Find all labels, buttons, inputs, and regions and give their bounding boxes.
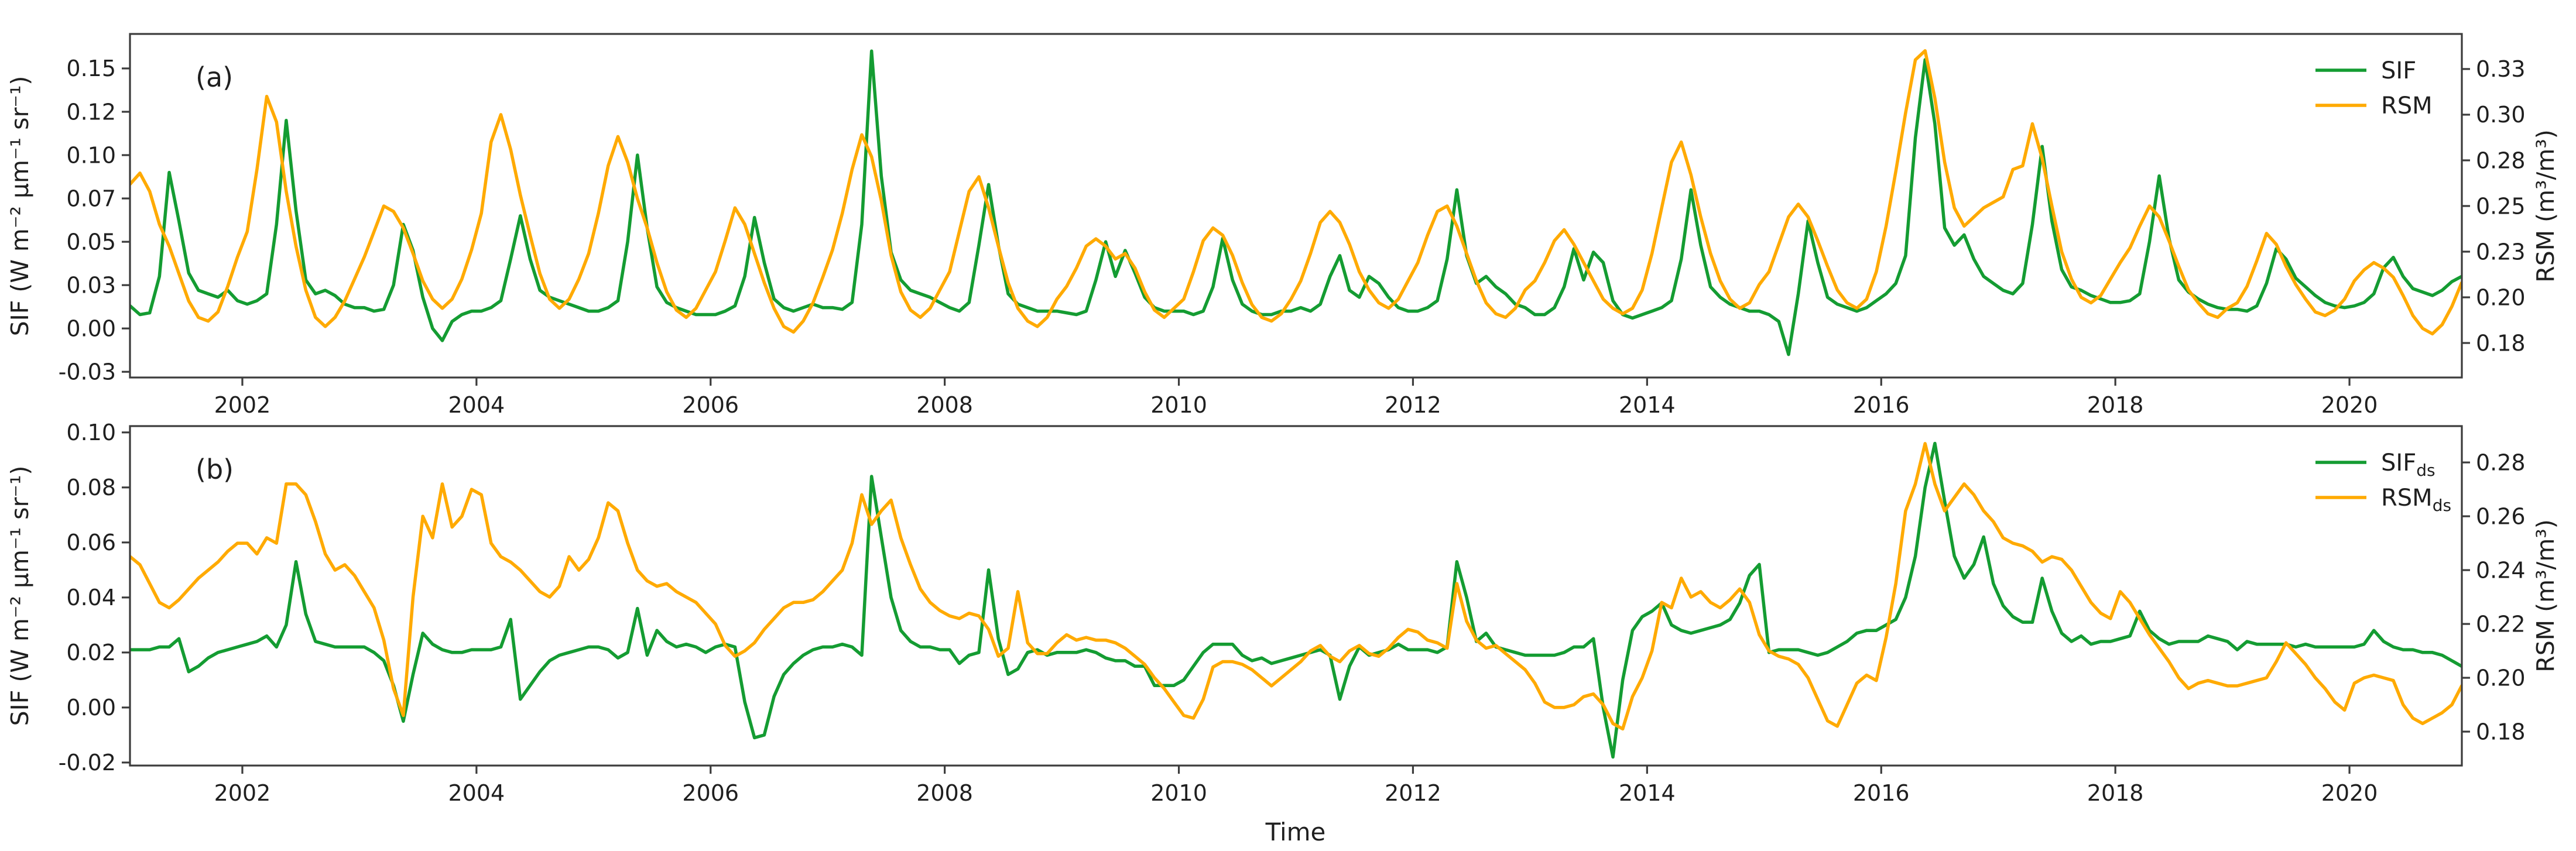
panel-a: 0.15 0.12 0.10 0.07 0.05 0.03 0.00 -0.03 0.33 0.3… [59, 33, 2526, 418]
x-tick-label: 2006 [682, 780, 739, 806]
legend-label-rsm: RSMds [2381, 485, 2451, 515]
left-tick-label: 0.00 [66, 695, 116, 720]
panel-b: 0.10 0.08 0.06 0.04 0.02 0.00 -0.02 0.28 0.26 0.2… [59, 420, 2526, 806]
x-tick-label: 2006 [682, 392, 739, 418]
right-tick-label: 0.26 [2476, 503, 2526, 529]
legend-label-sif: SIF [2381, 57, 2416, 84]
right-tick-label: 0.33 [2476, 56, 2526, 82]
series-line-rsm [130, 49, 2462, 336]
left-tick-label: 0.10 [66, 142, 116, 168]
x-tick-label: 2012 [1385, 780, 1441, 806]
panel-frame [129, 425, 2463, 767]
left-tick-label: -0.02 [59, 750, 116, 775]
x-tick-label: 2010 [1150, 392, 1207, 418]
panel-b-right-axis-title: RSM (m³/m³) [2532, 519, 2560, 672]
left-tick-label: 0.07 [66, 186, 116, 211]
x-tick-label: 2018 [2087, 392, 2144, 418]
left-tick-label: -0.03 [59, 359, 116, 385]
series-line-sif [130, 49, 2462, 356]
right-tick-label: 0.18 [2476, 330, 2526, 356]
left-tick-label: 0.08 [66, 475, 116, 500]
right-tick-label: 0.20 [2476, 284, 2526, 310]
x-axis-title: Time [1265, 818, 1326, 846]
x-tick-label: 2008 [916, 780, 973, 806]
panel-frame [129, 33, 2463, 379]
left-tick-label: 0.10 [66, 420, 116, 445]
right-tick-label: 0.23 [2476, 239, 2526, 265]
x-tick-label: 2018 [2087, 780, 2144, 806]
x-tick-label: 2008 [916, 392, 973, 418]
series-line-sif_ds [130, 441, 2462, 759]
right-tick-label: 0.25 [2476, 193, 2526, 219]
x-tick-label: 2012 [1385, 392, 1441, 418]
left-tick-label: 0.06 [66, 530, 116, 555]
left-tick-label: 0.15 [66, 56, 116, 81]
series-line-rsm_ds [130, 442, 2462, 731]
left-tick-label: 0.02 [66, 640, 116, 665]
x-tick-label: 2020 [2321, 392, 2378, 418]
left-tick-label: 0.05 [66, 229, 116, 255]
left-tick-label: 0.04 [66, 585, 116, 610]
x-tick-label: 2002 [214, 780, 271, 806]
right-tick-label: 0.30 [2476, 102, 2526, 128]
x-tick-label: 2014 [1619, 780, 1676, 806]
x-tick-label: 2004 [448, 780, 505, 806]
x-tick-label: 2020 [2321, 780, 2378, 806]
panel-label: (b) [196, 454, 234, 485]
panel-b-left-axis-title: SIF (W m⁻² μm⁻¹ sr⁻¹) [6, 466, 34, 726]
panel-a-right-axis-title: RSM (m³/m³) [2532, 129, 2560, 282]
right-tick-label: 0.28 [2476, 449, 2526, 475]
legend-label-rsm: RSM [2381, 92, 2433, 119]
right-tick-label: 0.18 [2476, 719, 2526, 744]
right-tick-label: 0.22 [2476, 611, 2526, 637]
right-tick-label: 0.28 [2476, 147, 2526, 173]
left-tick-label: 0.03 [66, 272, 116, 298]
left-tick-label: 0.12 [66, 99, 116, 125]
x-tick-label: 2002 [214, 392, 271, 418]
x-tick-label: 2010 [1150, 780, 1207, 806]
panel-a-left-axis-title: SIF (W m⁻² μm⁻¹ sr⁻¹) [6, 76, 34, 337]
right-tick-label: 0.24 [2476, 557, 2526, 583]
panel-label: (a) [196, 61, 233, 93]
x-tick-label: 2016 [1853, 780, 1910, 806]
x-tick-label: 2014 [1619, 392, 1676, 418]
x-tick-label: 2016 [1853, 392, 1910, 418]
right-tick-label: 0.20 [2476, 665, 2526, 691]
legend-label-sif: SIFds [2381, 449, 2435, 480]
x-tick-label: 2004 [448, 392, 505, 418]
left-tick-label: 0.00 [66, 315, 116, 341]
